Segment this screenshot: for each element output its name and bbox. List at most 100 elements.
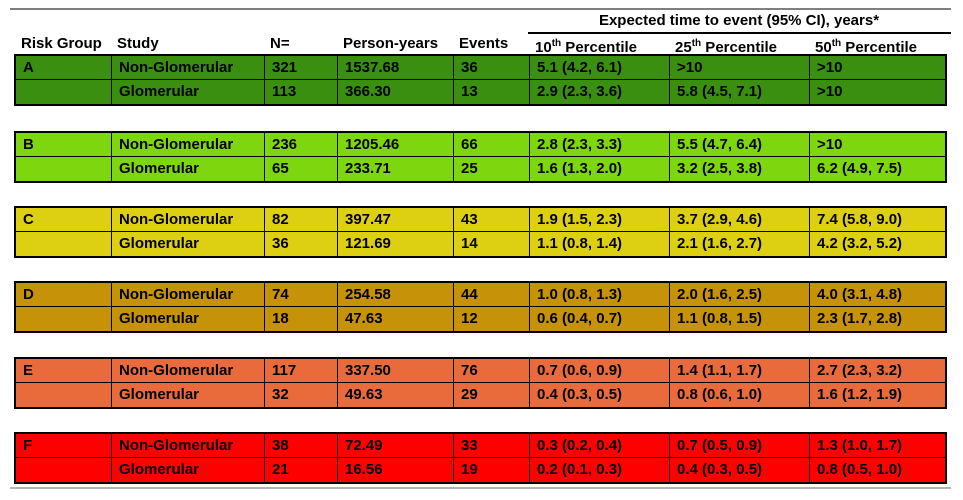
cell-p50: 4.0 (3.1, 4.8) [810,283,945,307]
cell-p25: 3.2 (2.5, 3.8) [670,157,810,181]
cell-p10: 0.7 (0.6, 0.9) [530,359,670,383]
span-header-underline [528,32,951,34]
cell-p10: 2.9 (2.3, 3.6) [530,80,670,104]
cell-p25: 1.4 (1.1, 1.7) [670,359,810,383]
cell-risk-empty [16,307,112,331]
cell-n: 36 [265,232,338,256]
cell-study: Glomerular [112,232,265,256]
cell-study: Glomerular [112,383,265,407]
risk-group-a-block: A Non-Glomerular 321 1537.68 36 5.1 (4.2… [14,54,947,106]
column-header-50th-percentile: 50th Percentile [815,38,918,56]
column-header-n: N= [270,35,290,52]
cell-person-years: 1537.68 [338,56,454,80]
cell-events: 36 [454,56,530,80]
cell-p10: 0.3 (0.2, 0.4) [530,434,670,458]
cell-n: 32 [265,383,338,407]
cell-p25: 0.8 (0.6, 1.0) [670,383,810,407]
cell-study: Glomerular [112,458,265,482]
cell-p25: 0.7 (0.5, 0.9) [670,434,810,458]
cell-n: 38 [265,434,338,458]
cell-person-years: 337.50 [338,359,454,383]
cell-n: 117 [265,359,338,383]
column-header-row: Risk Group Study N= Person-years Events … [14,35,943,57]
cell-p10: 0.4 (0.3, 0.5) [530,383,670,407]
cell-risk-empty [16,157,112,181]
cell-study: Non-Glomerular [112,283,265,307]
cell-n: 236 [265,133,338,157]
cell-p50: >10 [810,56,945,80]
cell-n: 18 [265,307,338,331]
cell-p50: 6.2 (4.9, 7.5) [817,160,903,177]
cell-person-years: 16.56 [338,458,454,482]
cell-risk-label: C [16,208,112,232]
cell-person-years: 121.69 [338,232,454,256]
cell-risk-empty [16,383,112,407]
cell-study: Non-Glomerular [112,56,265,80]
cell-p50: >10 [810,133,945,157]
cell-p50: 2.3 (1.7, 2.8) [817,310,903,327]
column-header-person-years: Person-years [343,35,439,52]
cell-events: 12 [454,307,530,331]
cell-p10: 2.8 (2.3, 3.3) [530,133,670,157]
cell-n: 321 [265,56,338,80]
cell-study: Non-Glomerular [112,359,265,383]
cell-p25: 0.4 (0.3, 0.5) [670,458,810,482]
cell-risk-empty [16,80,112,104]
cell-p25: 3.7 (2.9, 4.6) [670,208,810,232]
cell-n: 82 [265,208,338,232]
cell-p25: 2.0 (1.6, 2.5) [670,283,810,307]
cell-risk-empty [16,232,112,256]
cell-person-years: 366.30 [338,80,454,104]
cell-person-years: 49.63 [338,383,454,407]
cell-p50: 4.2 (3.2, 5.2) [817,235,903,252]
cell-p50: 1.3 (1.0, 1.7) [810,434,945,458]
risk-group-c-block: C Non-Glomerular 82 397.47 43 1.9 (1.5, … [14,206,947,258]
cell-study: Glomerular [112,157,265,181]
cell-p10: 1.9 (1.5, 2.3) [530,208,670,232]
cell-p10: 0.6 (0.4, 0.7) [530,307,670,331]
cell-events: 76 [454,359,530,383]
cell-study: Non-Glomerular [112,208,265,232]
cell-events: 14 [454,232,530,256]
risk-group-e-block: E Non-Glomerular 117 337.50 76 0.7 (0.6,… [14,357,947,409]
cell-p25: 5.5 (4.7, 6.4) [670,133,810,157]
cell-events: 25 [454,157,530,181]
cell-p25: 2.1 (1.6, 2.7) [670,232,810,256]
cell-p10: 5.1 (4.2, 6.1) [530,56,670,80]
cell-events: 13 [454,80,530,104]
bottom-rule [10,487,951,489]
cell-p10: 1.0 (0.8, 1.3) [530,283,670,307]
cell-p50: 7.4 (5.8, 9.0) [810,208,945,232]
cell-p10: 1.1 (0.8, 1.4) [530,232,670,256]
cell-risk-empty [16,458,112,482]
column-header-risk-group: Risk Group [21,35,102,52]
cell-risk-label: B [16,133,112,157]
cell-person-years: 397.47 [338,208,454,232]
cell-events: 43 [454,208,530,232]
risk-group-f-block: F Non-Glomerular 38 72.49 33 0.3 (0.2, 0… [14,432,947,484]
risk-group-d-block: D Non-Glomerular 74 254.58 44 1.0 (0.8, … [14,281,947,333]
column-header-study: Study [117,35,159,52]
cell-p25: >10 [670,56,810,80]
cell-risk-label: A [16,56,112,80]
cell-events: 29 [454,383,530,407]
column-header-events: Events [459,35,509,52]
cell-person-years: 254.58 [338,283,454,307]
cell-study: Glomerular [112,80,265,104]
cell-p25: 5.8 (4.5, 7.1) [670,80,810,104]
cell-n: 113 [265,80,338,104]
risk-group-b-block: B Non-Glomerular 236 1205.46 66 2.8 (2.3… [14,131,947,183]
cell-events: 33 [454,434,530,458]
cell-study: Glomerular [112,307,265,331]
cell-events: 66 [454,133,530,157]
cell-person-years: 233.71 [338,157,454,181]
cell-n: 74 [265,283,338,307]
cell-n: 21 [265,458,338,482]
cell-risk-label: D [16,283,112,307]
column-header-25th-percentile: 25th Percentile [675,38,778,56]
column-header-10th-percentile: 10th Percentile [535,38,638,56]
cell-p50: >10 [817,83,843,100]
cell-p50: 2.7 (2.3, 3.2) [810,359,945,383]
cell-p10: 0.2 (0.1, 0.3) [530,458,670,482]
